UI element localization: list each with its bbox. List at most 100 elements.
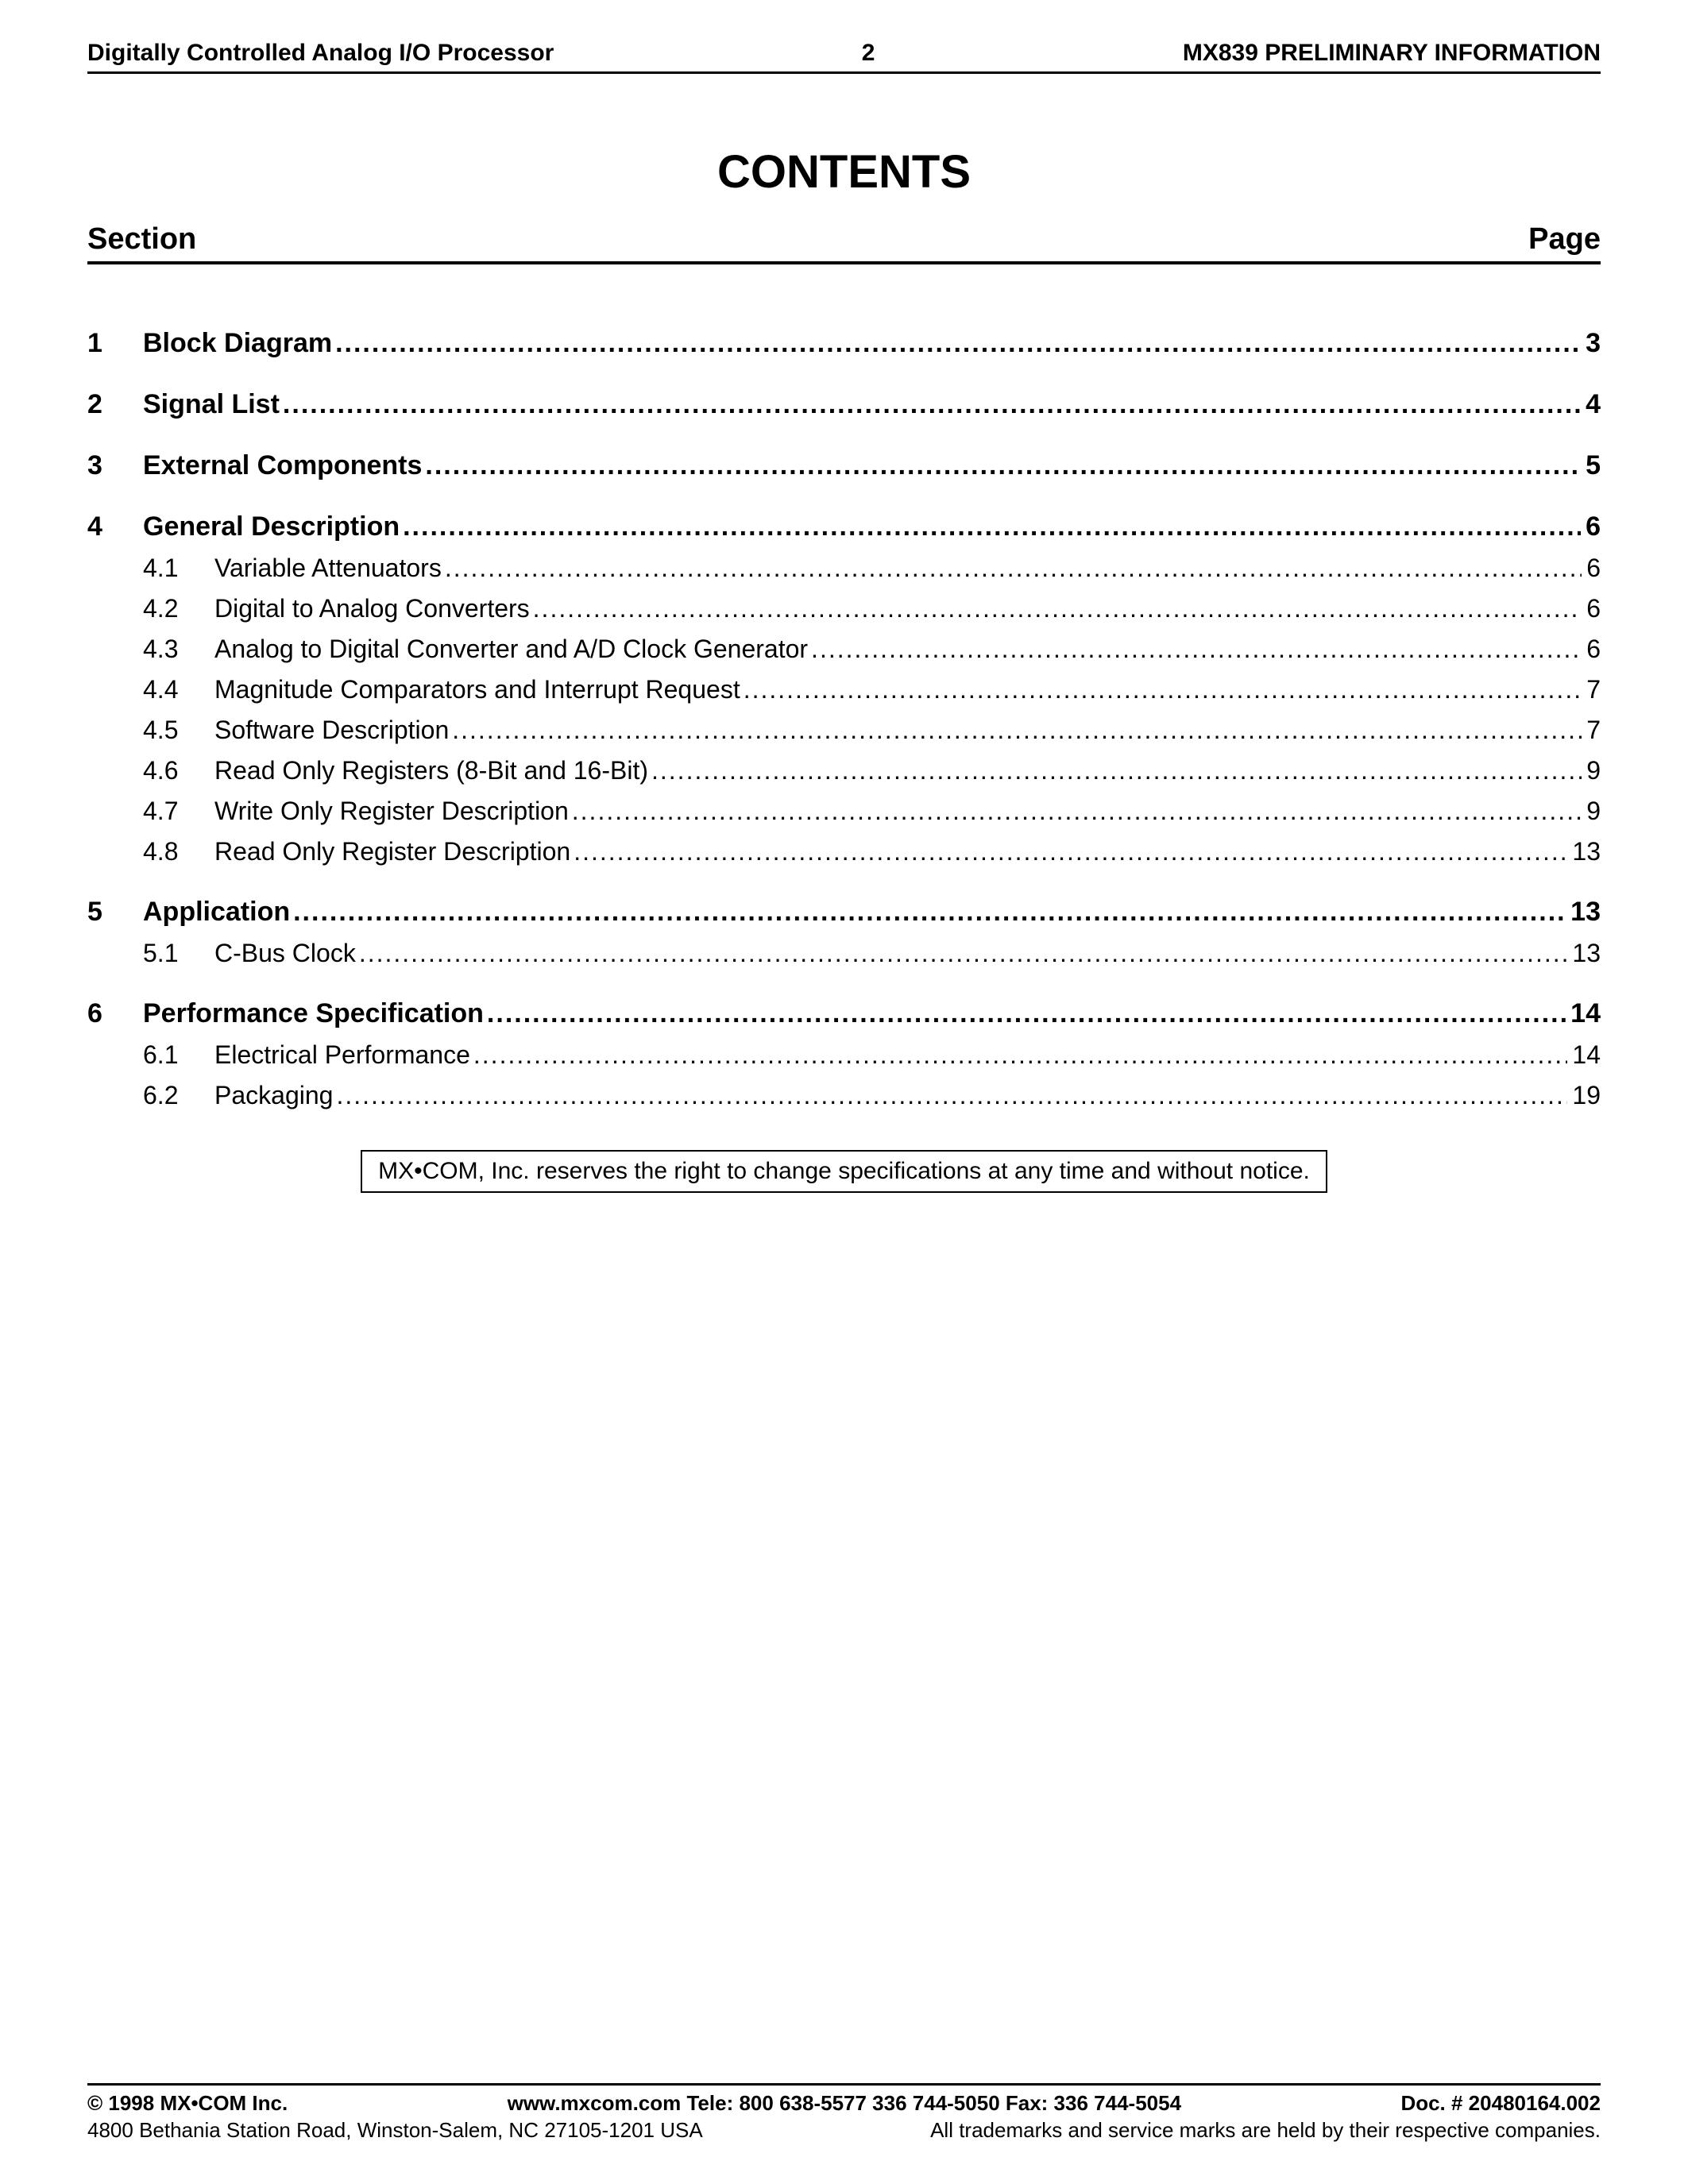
toc-subsection: 4.6Read Only Registers (8-Bit and 16-Bit…: [143, 756, 1601, 785]
toc-header-section: Section: [87, 222, 196, 257]
toc-section: 3External Components ...................…: [87, 450, 1601, 481]
toc-sub-page: 9: [1582, 797, 1601, 826]
toc-dots: ........................................…: [425, 450, 1581, 481]
toc-subsection: 5.1C-Bus Clock .........................…: [143, 939, 1601, 968]
toc-sub-number: 6.1: [143, 1040, 214, 1070]
toc-section-page: 3: [1581, 328, 1601, 359]
toc-sub-number: 4.1: [143, 554, 214, 583]
toc-sub-page: 9: [1582, 756, 1601, 785]
toc-section-number: 4: [87, 511, 143, 542]
toc-section-number: 3: [87, 450, 143, 481]
toc-sub-label: C-Bus Clock: [214, 939, 359, 968]
toc-dots: ........................................…: [744, 675, 1582, 704]
footer-copyright: © 1998 MX•COM Inc.: [87, 2090, 288, 2117]
toc-section: 2Signal List ...........................…: [87, 389, 1601, 420]
header-right: MX839 PRELIMINARY INFORMATION: [1183, 40, 1601, 67]
toc-section-page: 13: [1566, 897, 1601, 928]
toc-section-number: 6: [87, 998, 143, 1029]
toc-section-label: External Components: [143, 450, 425, 481]
toc-section-page: 5: [1581, 450, 1601, 481]
toc-sub-page: 7: [1582, 716, 1601, 745]
toc-sub-number: 6.2: [143, 1081, 214, 1110]
toc-dots: ........................................…: [335, 328, 1581, 359]
toc-section-number: 2: [87, 389, 143, 420]
toc-sub-label: Write Only Register Description: [214, 797, 572, 826]
toc-section-number: 5: [87, 897, 143, 928]
toc-section-number: 1: [87, 328, 143, 359]
footer-row-2: 4800 Bethania Station Road, Winston-Sale…: [87, 2117, 1601, 2144]
footer-row-1: © 1998 MX•COM Inc. www.mxcom.com Tele: 8…: [87, 2090, 1601, 2117]
toc-section-page: 6: [1581, 511, 1601, 542]
toc-sub-number: 4.8: [143, 837, 214, 866]
toc-sub-label: Variable Attenuators: [214, 554, 445, 583]
toc-sub-label: Magnitude Comparators and Interrupt Requ…: [214, 675, 744, 704]
toc-dots: ........................................…: [574, 837, 1567, 866]
toc-sub-page: 6: [1582, 635, 1601, 664]
page-footer: © 1998 MX•COM Inc. www.mxcom.com Tele: 8…: [87, 2083, 1601, 2144]
toc-sub-number: 4.4: [143, 675, 214, 704]
toc-dots: ........................................…: [452, 716, 1582, 745]
header-left: Digitally Controlled Analog I/O Processo…: [87, 40, 554, 67]
toc-subsection: 4.3Analog to Digital Converter and A/D C…: [143, 635, 1601, 664]
toc-section: 1Block Diagram .........................…: [87, 328, 1601, 359]
toc-subsection: 4.4Magnitude Comparators and Interrupt R…: [143, 675, 1601, 704]
toc-section-label: Block Diagram: [143, 328, 335, 359]
toc-section: 6Performance Specification .............…: [87, 998, 1601, 1029]
toc-sub-label: Electrical Performance: [214, 1040, 473, 1070]
toc-section-label: General Description: [143, 511, 403, 542]
toc-subsection: 4.2Digital to Analog Converters ........…: [143, 594, 1601, 623]
toc-sub-number: 4.3: [143, 635, 214, 664]
footer-address: 4800 Bethania Station Road, Winston-Sale…: [87, 2117, 703, 2144]
toc-header: Section Page: [87, 222, 1601, 264]
toc-sub-page: 6: [1582, 594, 1601, 623]
toc-dots: ........................................…: [651, 756, 1582, 785]
footer-contact: www.mxcom.com Tele: 800 638-5577 336 744…: [508, 2090, 1181, 2117]
toc-dots: ........................................…: [473, 1040, 1568, 1070]
toc-dots: ........................................…: [572, 797, 1582, 826]
toc-subsection: 4.5Software Description ................…: [143, 716, 1601, 745]
toc-subsection: 4.7Write Only Register Description .....…: [143, 797, 1601, 826]
toc-subsection: 4.1Variable Attenuators ................…: [143, 554, 1601, 583]
toc-section-label: Signal List: [143, 389, 283, 420]
toc-section: 5Application ...........................…: [87, 897, 1601, 928]
toc-dots: ........................................…: [445, 554, 1582, 583]
toc-sub-page: 13: [1567, 837, 1601, 866]
toc-sub-label: Software Description: [214, 716, 452, 745]
toc-header-page: Page: [1528, 222, 1601, 257]
header-page-number: 2: [862, 40, 875, 67]
toc-section: 4General Description ...................…: [87, 511, 1601, 542]
toc-section-label: Performance Specification: [143, 998, 487, 1029]
toc-sub-label: Read Only Registers (8-Bit and 16-Bit): [214, 756, 651, 785]
toc-sub-page: 7: [1582, 675, 1601, 704]
toc-dots: ........................................…: [533, 594, 1582, 623]
toc-subsection: 6.2Packaging ...........................…: [143, 1081, 1601, 1110]
toc-sub-label: Analog to Digital Converter and A/D Cloc…: [214, 635, 811, 664]
toc-sub-label: Read Only Register Description: [214, 837, 574, 866]
toc-dots: ........................................…: [487, 998, 1566, 1029]
toc-dots: ........................................…: [359, 939, 1568, 968]
toc-sub-page: 14: [1567, 1040, 1601, 1070]
toc-sub-label: Packaging: [214, 1081, 336, 1110]
toc-section-page: 4: [1581, 389, 1601, 420]
toc-dots: ........................................…: [283, 389, 1581, 420]
toc-sub-number: 4.7: [143, 797, 214, 826]
toc-subsection: 6.1Electrical Performance ..............…: [143, 1040, 1601, 1070]
footer-trademark: All trademarks and service marks are hel…: [930, 2117, 1601, 2144]
page-header: Digitally Controlled Analog I/O Processo…: [87, 40, 1601, 74]
toc-sub-page: 19: [1567, 1081, 1601, 1110]
toc-dots: ........................................…: [293, 897, 1566, 928]
toc-dots: ........................................…: [403, 511, 1581, 542]
toc-sub-page: 6: [1582, 554, 1601, 583]
toc-sub-number: 5.1: [143, 939, 214, 968]
contents-title: CONTENTS: [87, 145, 1601, 199]
toc-sub-label: Digital to Analog Converters: [214, 594, 533, 623]
toc-sub-number: 4.5: [143, 716, 214, 745]
toc-sub-page: 13: [1567, 939, 1601, 968]
toc-section-page: 14: [1566, 998, 1601, 1029]
toc-dots: ........................................…: [336, 1081, 1567, 1110]
notice-text: MX•COM, Inc. reserves the right to chang…: [378, 1158, 1310, 1184]
toc-sub-number: 4.6: [143, 756, 214, 785]
toc-dots: ........................................…: [811, 635, 1582, 664]
notice-box: MX•COM, Inc. reserves the right to chang…: [361, 1150, 1327, 1193]
toc-subsection: 4.8Read Only Register Description ......…: [143, 837, 1601, 866]
